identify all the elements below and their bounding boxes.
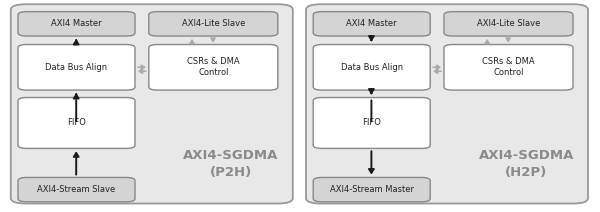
Text: AXI4 Master: AXI4 Master (346, 19, 397, 28)
FancyBboxPatch shape (18, 12, 135, 36)
FancyBboxPatch shape (444, 12, 573, 36)
Text: CSRs & DMA
Control: CSRs & DMA Control (187, 57, 239, 77)
Text: AXI4-Lite Slave: AXI4-Lite Slave (477, 19, 540, 28)
Text: FIFO: FIFO (362, 119, 381, 127)
FancyBboxPatch shape (444, 45, 573, 90)
FancyBboxPatch shape (306, 4, 588, 204)
FancyBboxPatch shape (18, 177, 135, 202)
FancyBboxPatch shape (313, 45, 430, 90)
FancyBboxPatch shape (18, 45, 135, 90)
FancyBboxPatch shape (313, 12, 430, 36)
FancyBboxPatch shape (313, 177, 430, 202)
Text: AXI4-Stream Slave: AXI4-Stream Slave (37, 185, 116, 194)
Text: AXI4-Stream Master: AXI4-Stream Master (330, 185, 414, 194)
Text: AXI4-Lite Slave: AXI4-Lite Slave (182, 19, 245, 28)
FancyBboxPatch shape (18, 98, 135, 148)
Text: Data Bus Align: Data Bus Align (341, 63, 403, 72)
Text: CSRs & DMA
Control: CSRs & DMA Control (482, 57, 535, 77)
Text: FIFO: FIFO (67, 119, 86, 127)
FancyBboxPatch shape (149, 45, 278, 90)
Text: AXI4 Master: AXI4 Master (51, 19, 102, 28)
Text: AXI4-SGDMA
(H2P): AXI4-SGDMA (H2P) (479, 149, 574, 179)
FancyBboxPatch shape (149, 12, 278, 36)
Text: AXI4-SGDMA
(P2H): AXI4-SGDMA (P2H) (184, 149, 278, 179)
Text: Data Bus Align: Data Bus Align (46, 63, 107, 72)
FancyBboxPatch shape (11, 4, 293, 204)
FancyBboxPatch shape (313, 98, 430, 148)
